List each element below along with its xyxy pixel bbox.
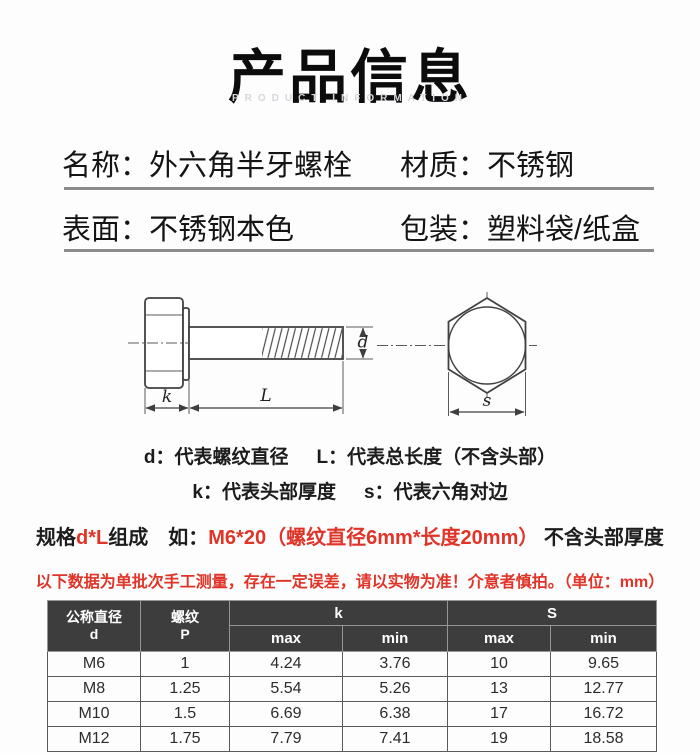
spec-format-red: d*L	[76, 527, 109, 549]
material-value: 不锈钢	[487, 150, 575, 182]
cell-s-min: 9.65	[549, 651, 658, 677]
cell-s-max: 13	[447, 676, 551, 702]
surface-value: 不锈钢本色	[149, 214, 295, 246]
cell-d: M6	[47, 651, 141, 677]
page-title: 产品信息	[227, 45, 472, 110]
info-pair-package: 包装： 塑料袋/纸盒	[400, 206, 642, 248]
surface-label: 表面：	[62, 214, 150, 246]
cell-p: 1	[140, 651, 230, 677]
info-pair-name: 名称： 外六角半牙螺栓	[62, 142, 400, 184]
table-header-sub-row: max min max min	[48, 625, 658, 652]
spec-text: 组成 如：	[108, 527, 209, 549]
thread-hatch	[262, 328, 342, 358]
column-header-pitch: 螺纹 P	[140, 600, 230, 652]
subheader-s-max: max	[447, 625, 551, 652]
page-subtitle: PRODUCT INFORMATION	[231, 93, 469, 104]
cell-k-min: 7.41	[342, 726, 448, 752]
inscribed-circle	[447, 306, 527, 385]
cell-k-max: 6.69	[229, 701, 343, 727]
cell-s-max: 10	[447, 651, 551, 677]
subheader-s-min: min	[549, 625, 658, 652]
subheader-k-min: min	[342, 625, 448, 652]
cell-s-min: 18.58	[549, 726, 658, 752]
bolt-technical-drawing: d k L s	[128, 292, 537, 416]
spec-text: 不含头部厚度	[538, 527, 664, 549]
cell-k-max: 5.54	[229, 676, 343, 702]
cell-p: 1.5	[140, 701, 230, 727]
cell-d: M12	[47, 726, 141, 752]
table-header-group-row: 公称直径 d 螺纹 P k S	[47, 600, 658, 652]
divider-line	[64, 187, 654, 190]
cell-k-min: 6.38	[342, 701, 448, 727]
table-row: M12 1.75 7.79 7.41 19 18.58	[47, 726, 658, 752]
legend-l-definition: L：代表总长度（不含头部）	[316, 447, 557, 468]
package-value: 塑料袋/纸盒	[487, 214, 641, 246]
cell-d: M8	[47, 676, 141, 702]
header-pitch-symbol: P	[180, 626, 190, 642]
legend-s-definition: s：代表六角对边	[364, 482, 508, 503]
cell-p: 1.75	[140, 726, 230, 752]
measurement-notice: 以下数据为单批次手工测量，存在一定误差，请以实物为准！介意者慎拍。（单位：mm）	[35, 574, 665, 591]
spec-example-red: M6*20（螺纹直径6mm*长度20mm）	[208, 527, 539, 549]
name-label: 名称：	[62, 150, 150, 182]
divider-line	[64, 249, 654, 252]
column-group-k: k	[229, 600, 448, 626]
info-row-name-material: 名称： 外六角半牙螺栓 材质： 不锈钢	[62, 142, 642, 184]
legend-line-2: k：代表头部厚度 s：代表六角对边	[0, 477, 700, 504]
package-label: 包装：	[400, 214, 488, 246]
subheader-k-max: max	[229, 625, 343, 652]
k-dimension-label: k	[162, 387, 172, 407]
cell-k-max: 7.79	[229, 726, 343, 752]
s-dimension-label: s	[483, 391, 492, 411]
spec-text: 规格	[36, 527, 77, 549]
cell-k-min: 3.76	[342, 651, 448, 677]
table-row: M8 1.25 5.54 5.26 13 12.77	[47, 676, 658, 702]
cell-s-max: 17	[447, 701, 551, 727]
hex-head-front-view	[447, 296, 527, 395]
column-header-diameter: 公称直径 d	[47, 600, 141, 652]
legend-k-definition: k：代表头部厚度	[192, 482, 336, 503]
dimension-table: 公称直径 d 螺纹 P k S max min max min M6 1	[47, 600, 658, 752]
cell-p: 1.25	[140, 676, 230, 702]
cell-d: M10	[47, 701, 141, 727]
header-diameter-symbol: d	[89, 626, 99, 642]
d-dimension-label: d	[358, 333, 369, 353]
cell-k-max: 4.24	[229, 651, 343, 677]
spec-format-line: 规格d*L组成 如：M6*20（螺纹直径6mm*长度20mm） 不含头部厚度	[0, 521, 700, 550]
legend-line-1: d：代表螺纹直径 L：代表总长度（不含头部）	[0, 442, 700, 469]
material-label: 材质：	[400, 150, 488, 182]
info-pair-material: 材质： 不锈钢	[400, 142, 642, 184]
column-group-s: S	[446, 600, 658, 626]
info-pair-surface: 表面： 不锈钢本色	[62, 206, 400, 248]
cell-k-min: 5.26	[342, 676, 448, 702]
name-value: 外六角半牙螺栓	[149, 150, 353, 182]
table-row: M10 1.5 6.69 6.38 17 16.72	[47, 701, 658, 727]
table-row: M6 1 4.24 3.76 10 9.65	[47, 651, 658, 677]
cell-s-max: 19	[447, 726, 551, 752]
cell-s-min: 12.77	[549, 676, 658, 702]
l-dimension-label: L	[259, 386, 271, 406]
legend-d-definition: d：代表螺纹直径	[143, 447, 289, 468]
info-row-surface-package: 表面： 不锈钢本色 包装： 塑料袋/纸盒	[62, 206, 642, 248]
cell-s-min: 16.72	[549, 701, 658, 727]
header-pitch-text: 螺纹	[171, 608, 199, 625]
header-diameter-text: 公称直径	[66, 608, 122, 625]
